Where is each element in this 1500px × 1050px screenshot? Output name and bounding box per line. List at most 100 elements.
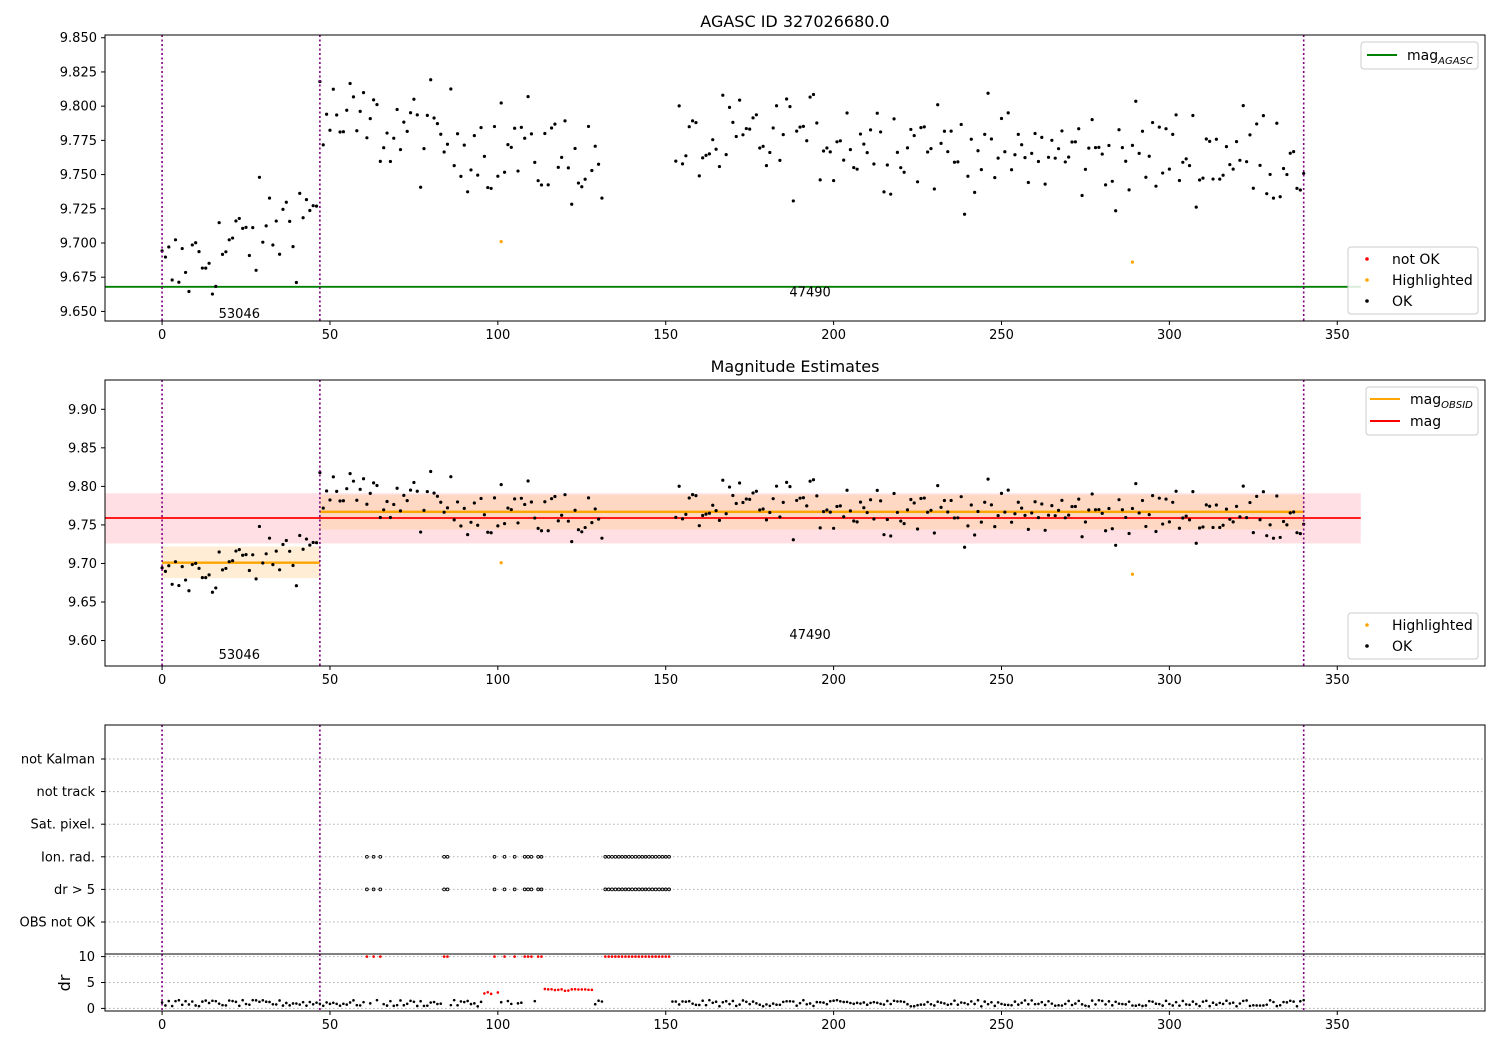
p4-dr-point-ok [1288, 999, 1292, 1003]
p2-point-ok [805, 504, 809, 508]
p4-dr-point-ok [1037, 1002, 1040, 1006]
p4-dr-point-ok [1205, 999, 1208, 1003]
p2-point-ok [284, 538, 288, 543]
p2-point-ok [946, 510, 950, 514]
p1-point-ok [183, 270, 188, 275]
p2-point-ok [1292, 510, 1296, 514]
p4-dr-point-ok [778, 1003, 782, 1007]
p2-legend-label: OK [1392, 639, 1413, 655]
p2-point-ok [546, 529, 550, 533]
p2-point-ok [909, 497, 913, 502]
p4-dr-point-ok [174, 999, 177, 1003]
p2-point-ok [1080, 535, 1084, 539]
p4-dr-point-ok [785, 999, 788, 1003]
p2-ytick-label: 9.70 [68, 557, 97, 572]
p4-dr-point-ok [1154, 1002, 1158, 1006]
p1-point-ok [942, 129, 947, 133]
p1-point-ok [570, 202, 574, 206]
p4-dr-point-ok [1188, 1003, 1191, 1007]
p1-ytick-label: 9.675 [60, 271, 97, 286]
p1-point-ok [1241, 104, 1245, 108]
p3-row-label: not track [36, 785, 95, 800]
p1-point-ok [795, 129, 799, 133]
p1-point-ok [197, 250, 201, 254]
p4-dr-point-notok [650, 955, 654, 958]
p1-point-ok [1278, 195, 1282, 199]
p4-dr-point-ok [432, 1000, 436, 1004]
p1-legend-label: not OK [1392, 252, 1440, 268]
p4-dr-point-ok [879, 1002, 882, 1006]
p4-dr-point-ok [949, 1002, 953, 1006]
p4-dr-point-ok [939, 1001, 943, 1004]
p2-point-ok [919, 496, 923, 501]
p4-dr-point-ok [600, 1000, 604, 1003]
p1-point-ok [496, 174, 500, 178]
p1-point-ok [1130, 143, 1135, 147]
p4-dr-point-ok [1262, 1004, 1265, 1007]
p1-point-ok [482, 154, 487, 159]
p4-dr-point-ok [1134, 1004, 1138, 1007]
p4-dr-point-ok [805, 1002, 809, 1006]
p2-point-ok [254, 577, 258, 581]
p2-point-ok [768, 510, 772, 515]
p1-point-ok [751, 116, 755, 120]
p3-flag-point [536, 854, 540, 859]
p4-dr-point-ok [721, 1001, 725, 1004]
p1-point-ok [1285, 172, 1289, 177]
p4-dr-point-ok [1074, 1002, 1077, 1005]
p1-point-ok [1265, 192, 1269, 196]
p2-point-ok [939, 505, 943, 509]
p4-dr-point-ok [882, 1003, 886, 1006]
p4-dr-point-ok [190, 1000, 194, 1003]
p1-point-ok [1097, 145, 1101, 149]
p2-point-ok [932, 531, 936, 535]
p3-row-label: dr > 5 [54, 883, 95, 898]
p1-point-ok [680, 162, 685, 166]
p4-dr-point-ok [969, 1000, 973, 1003]
p2-point-ok [402, 493, 406, 497]
p4-dr-point-ok [593, 1002, 597, 1006]
p1-point-ok [294, 280, 298, 285]
p4-dr-point-notok [577, 988, 580, 991]
p4-dr-point-ok [768, 1004, 772, 1008]
p4-dr-point-ok [919, 1003, 923, 1006]
p1-point-ok [979, 168, 983, 172]
p3-flag-point [365, 887, 369, 892]
p2-point-ok [818, 526, 822, 530]
p4-dr-point-ok [422, 1004, 426, 1008]
p1-point-ok [214, 284, 218, 289]
p1-legend-label: OK [1392, 294, 1413, 310]
p2-point-ok [523, 502, 527, 507]
p4-dr-point-ok [855, 1001, 859, 1005]
p1-point-ok [919, 126, 923, 130]
p1-point-ok [1107, 143, 1111, 148]
p3-flag-point [502, 887, 507, 892]
p2-point-ok [586, 496, 591, 500]
p4-dr-point-ok [402, 1003, 406, 1007]
p3-row-label: Ion. rad. [41, 850, 95, 865]
p2-point-ok [1090, 492, 1094, 496]
p2-point-ok [865, 510, 869, 515]
p2-point-ok [429, 469, 433, 474]
p4-dr-point-ok [516, 1002, 520, 1005]
p3-flag-point [663, 887, 668, 892]
p4-dr-point-notok [553, 988, 557, 992]
p4-dr-point-ok [1231, 1001, 1235, 1004]
p1-point-ok [956, 160, 960, 164]
p1-point-ok [566, 166, 570, 170]
p2-point-ok [519, 496, 523, 500]
p1-point-ok [180, 246, 184, 251]
p4-xtick-label: 200 [821, 1018, 846, 1033]
p2-point-ok [983, 500, 987, 504]
p2-point-ok [580, 530, 584, 534]
p4-dr-point-notok [540, 955, 543, 958]
p4-dr-point-ok [909, 1005, 913, 1008]
p4-dr-point-ok [1275, 1004, 1279, 1008]
p2-point-ok [973, 533, 977, 537]
p4-dr-point-ok [389, 999, 392, 1003]
p1-point-ok [717, 164, 722, 169]
p1-point-ok [455, 132, 460, 136]
p2-point-ok [187, 589, 191, 593]
p2-point-ok [727, 485, 732, 489]
p4-dr-point-ok [761, 1004, 765, 1008]
